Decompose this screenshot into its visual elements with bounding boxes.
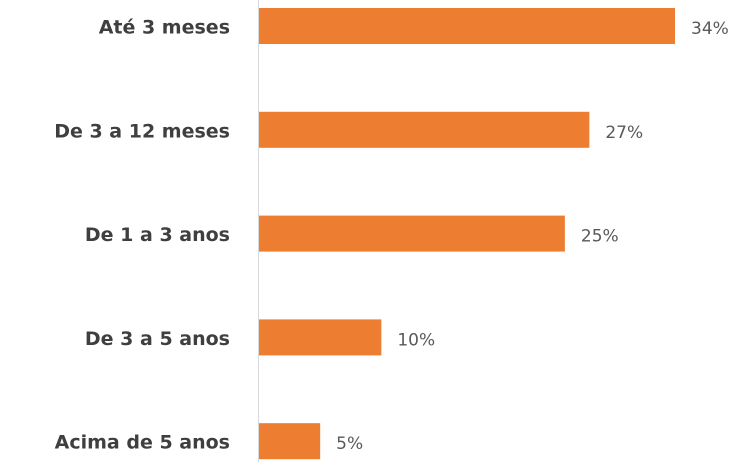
bar [259,319,382,356]
value-label: 10% [397,330,435,350]
category-label: De 3 a 5 anos [85,328,230,350]
bar [259,8,675,44]
value-label: 34% [691,19,729,39]
category-label: Até 3 meses [99,17,230,39]
bar [259,111,590,148]
category-label: Acima de 5 anos [55,432,230,454]
value-label: 5% [336,434,363,454]
category-label: De 1 a 3 anos [85,224,230,246]
bar [259,215,565,252]
value-label: 27% [605,123,643,143]
bar [259,423,321,460]
category-label: De 3 a 12 meses [54,120,230,142]
value-label: 25% [581,227,619,247]
